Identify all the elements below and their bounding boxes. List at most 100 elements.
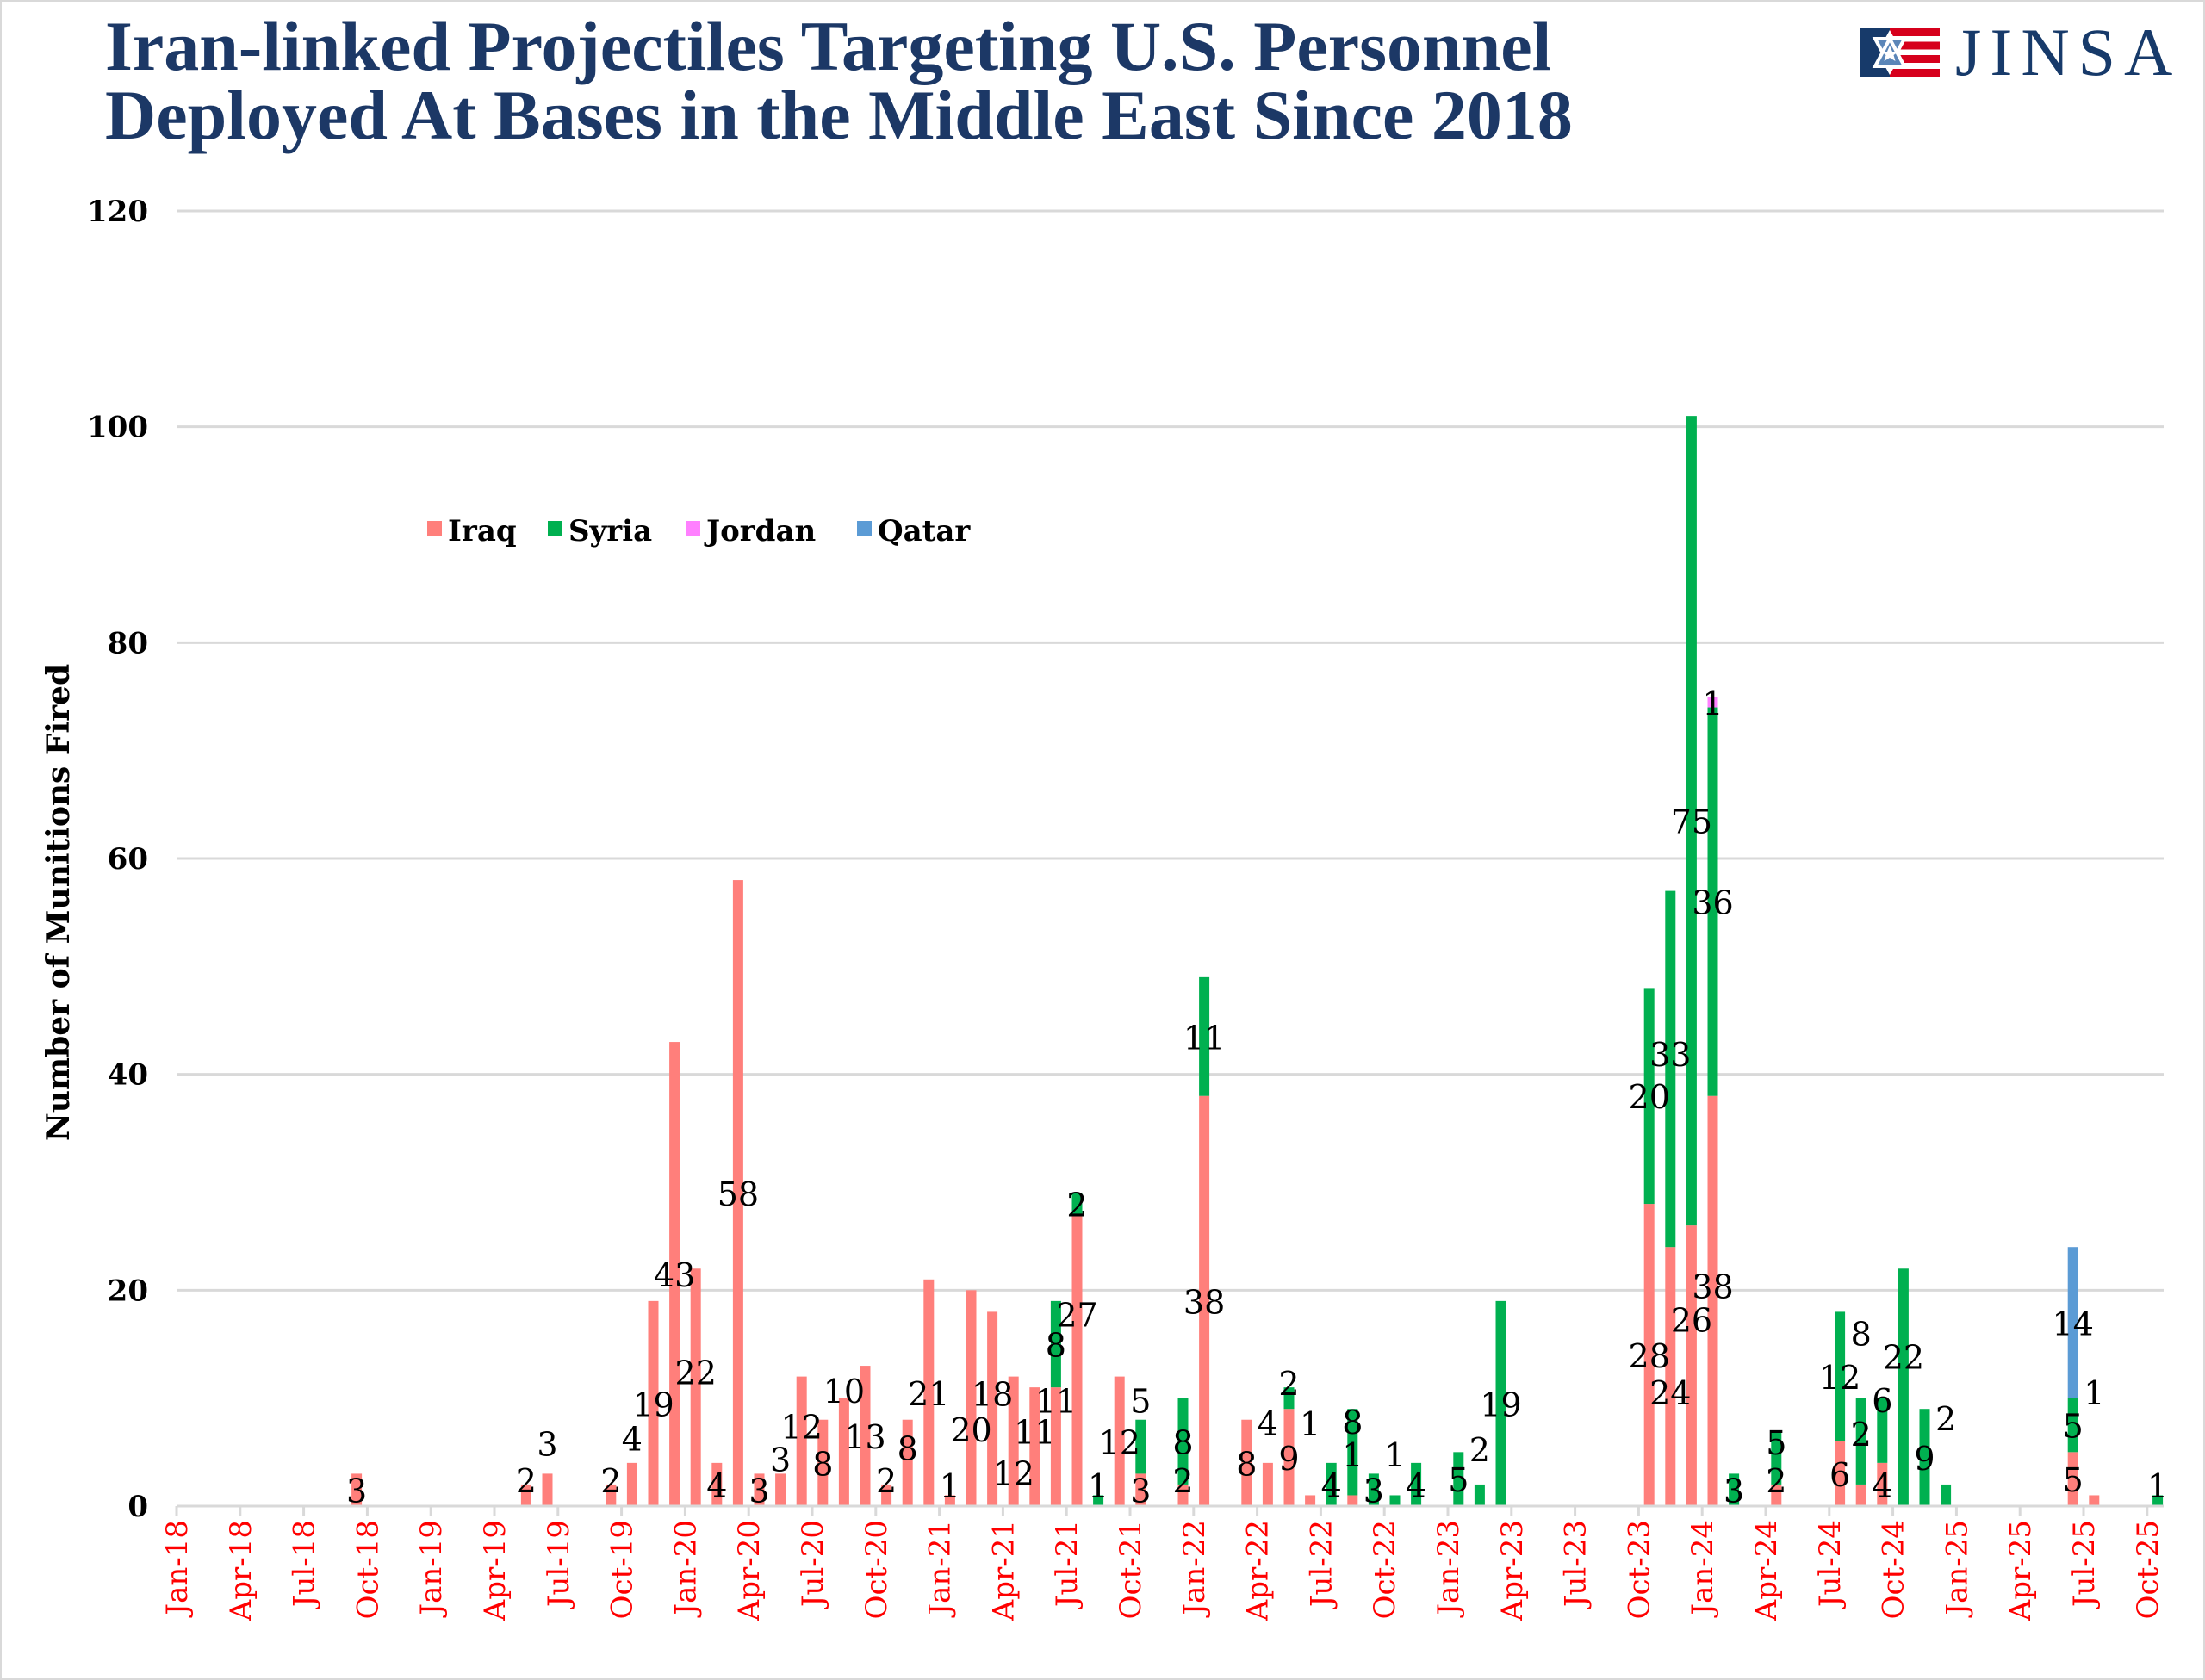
x-tick-label: Jul-25	[2067, 1520, 2102, 1609]
bar-segment-syria	[1707, 707, 1718, 1096]
x-tick-label: Oct-19	[606, 1520, 640, 1619]
x-tick-label: Oct-22	[1368, 1520, 1402, 1619]
data-label: 19	[632, 1386, 674, 1423]
bar-segment-iraq	[1050, 1387, 1061, 1506]
x-tick-label: Jul-23	[1559, 1520, 1593, 1609]
bar-segment-iraq	[1262, 1462, 1273, 1506]
data-label: 6	[1872, 1382, 1892, 1420]
data-label: 8	[1046, 1327, 1066, 1365]
bar-segment-iraq	[1686, 1225, 1697, 1506]
data-label: 2	[1278, 1365, 1299, 1403]
bar-segment-syria	[1495, 1300, 1506, 1506]
data-label: 9	[1914, 1440, 1935, 1478]
bar-segment-iraq	[648, 1300, 659, 1506]
legend-swatch-iraq	[427, 521, 442, 536]
bar-segment-syria	[1877, 1398, 1888, 1463]
data-label: 6	[1829, 1456, 1850, 1494]
x-tick-label: Oct-23	[1622, 1520, 1656, 1619]
data-label: 18	[972, 1376, 1013, 1414]
data-label: 5	[1766, 1424, 1786, 1462]
bar-segment-iraq	[690, 1268, 701, 1506]
data-label: 3	[1130, 1472, 1151, 1510]
x-tick-label: Jul-19	[542, 1520, 576, 1609]
x-tick-label: Apr-18	[224, 1520, 258, 1621]
data-label: 1	[2084, 1374, 2104, 1412]
bar-segment-iraq	[1855, 1484, 1866, 1506]
data-label: 2	[516, 1462, 537, 1500]
bar-segment-iraq	[944, 1495, 955, 1506]
bar-segment-syria	[1199, 976, 1210, 1096]
bar-segment-iraq	[669, 1042, 680, 1506]
data-label: 12	[1099, 1423, 1140, 1461]
x-tick-label: Jan-23	[1432, 1520, 1466, 1618]
data-label: 10	[823, 1373, 865, 1410]
data-label: 5	[2063, 1408, 2084, 1446]
data-label: 27	[1056, 1296, 1097, 1334]
x-tick-label: Jan-20	[668, 1520, 703, 1618]
bar-segment-syria	[1941, 1484, 1952, 1506]
data-label: 11	[1183, 1019, 1225, 1057]
bar-segment-iraq	[838, 1398, 849, 1506]
data-label: 4	[1258, 1404, 1278, 1442]
data-label: 19	[1480, 1386, 1521, 1423]
x-tick-label: Apr-22	[1241, 1520, 1276, 1621]
legend-label-jordan: Jordan	[704, 514, 816, 549]
bar-segment-syria	[1177, 1398, 1189, 1485]
data-label: 1	[1384, 1436, 1405, 1474]
bar-segment-syria	[2152, 1495, 2164, 1506]
data-label: 11	[1014, 1414, 1055, 1452]
x-tick-label: Jul-20	[796, 1520, 830, 1609]
data-label: 12	[1819, 1359, 1860, 1397]
jinsa-logo: JINSA	[1860, 19, 2181, 86]
data-label: 22	[675, 1355, 717, 1392]
bar-segment-iraq	[902, 1419, 913, 1506]
x-tick-label: Oct-21	[1114, 1520, 1148, 1619]
data-label: 8	[1342, 1404, 1363, 1441]
data-label: 2	[1935, 1400, 1956, 1438]
data-label: 24	[1649, 1374, 1691, 1412]
bar-segment-iraq	[2067, 1452, 2078, 1506]
x-tick-label: Jan-19	[414, 1520, 449, 1618]
x-tick-label: Apr-21	[986, 1520, 1021, 1621]
x-tick-label: Jan-18	[160, 1520, 195, 1618]
y-tick-label: 40	[108, 1058, 148, 1093]
data-label: 4	[706, 1466, 727, 1504]
data-label: 1	[1702, 685, 1723, 722]
y-axis-tick-labels: 0 20 40 60 80 100 120	[87, 195, 148, 1524]
y-tick-label: 0	[127, 1490, 148, 1524]
bar-segment-iraq	[1177, 1484, 1189, 1506]
bar-segment-iraq	[1877, 1462, 1888, 1506]
bar-segment-iraq	[1071, 1214, 1083, 1506]
bar-segment-iraq	[1707, 1095, 1718, 1506]
data-label: 12	[781, 1408, 823, 1446]
x-axis: Jan-18 Apr-18 Jul-18 Oct-18 Jan-19 Apr-19 Jul-…	[160, 1504, 2165, 1621]
data-label: 28	[1629, 1337, 1670, 1375]
bar-segment-iraq	[881, 1484, 892, 1506]
y-tick-label: 100	[87, 411, 148, 445]
bar-segment-syria	[1919, 1409, 1930, 1506]
x-tick-label: Jul-18	[288, 1520, 322, 1609]
bar-segment-qatar	[2067, 1247, 2078, 1398]
bar-segment-syria	[1071, 1193, 1083, 1215]
data-label: 8	[812, 1445, 833, 1483]
x-tick-label: Jan-22	[1177, 1520, 1212, 1618]
y-tick-label: 60	[108, 842, 148, 877]
bar-segment-iraq	[1135, 1473, 1146, 1506]
x-tick-label: Apr-20	[732, 1520, 767, 1621]
legend-swatch-jordan	[686, 521, 700, 536]
data-label: 2	[876, 1462, 897, 1500]
bar-segment-syria	[1389, 1495, 1401, 1506]
bar-segment-iraq	[1665, 1247, 1676, 1506]
data-label: 4	[1872, 1466, 1892, 1504]
legend-swatch-qatar	[857, 521, 872, 536]
data-labels: 3 232419432245833128101328211201812111182…	[346, 685, 2168, 1510]
bar-segment-iraq	[1771, 1484, 1782, 1506]
bar-segment-syria	[1050, 1300, 1061, 1388]
bar-segment-syria	[1453, 1452, 1464, 1506]
bar-segment-syria	[1368, 1473, 1379, 1506]
data-label: 8	[1851, 1315, 1872, 1353]
bar-segment-iraq	[520, 1484, 531, 1506]
x-tick-label: Jan-25	[1940, 1520, 1974, 1618]
x-tick-label: Jan-24	[1686, 1520, 1720, 1618]
data-label: 3	[346, 1472, 367, 1510]
